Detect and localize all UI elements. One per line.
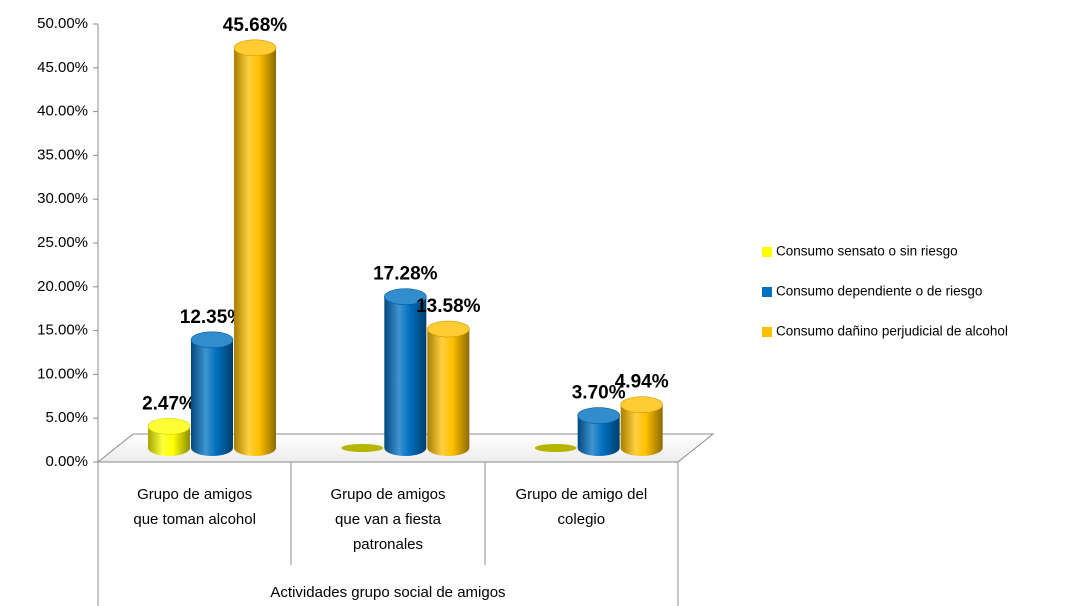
bar [427,321,470,456]
x-tick-label: patronales [353,536,423,553]
y-tick-label: 0.00% [45,453,88,470]
bar [534,444,577,452]
y-tick-label: 20.00% [37,278,88,295]
value-label: 17.28% [373,264,438,285]
bar-top [190,331,234,349]
x-tick-label: Grupo de amigo del [515,486,647,503]
bar-top [384,288,427,305]
value-label: 3.70% [572,383,626,404]
x-axis-label: Actividades grupo social de amigos [270,584,505,601]
x-tick-label: colegio [558,511,606,528]
legend-swatch [762,327,772,337]
value-label: 45.68% [223,15,288,36]
bar [384,288,427,456]
y-tick-label: 45.00% [37,59,88,76]
legend-swatch [762,287,772,297]
bar-top [620,396,663,414]
value-label: 12.35% [180,307,245,328]
y-tick-label: 10.00% [37,365,88,382]
bar [234,39,276,456]
legend-label: Consumo dependiente o de riesgo [776,284,982,299]
y-tick-label: 25.00% [37,234,88,251]
x-tick-label: que van a fiesta [335,511,442,528]
value-label: 2.47% [142,393,196,414]
y-tick-label: 35.00% [37,146,88,163]
bar-top [147,418,191,435]
bar-top [427,320,470,338]
y-tick-label: 30.00% [37,190,88,207]
value-label: 4.94% [615,372,669,393]
bar-top [233,39,277,57]
bar [191,331,233,456]
value-label: 13.58% [416,296,481,317]
bar-top [577,407,620,424]
x-tick-label: Grupo de amigos [330,486,445,503]
y-tick-label: 50.00% [37,15,88,32]
legend-label: Consumo sensato o sin riesgo [776,244,958,259]
x-tick-label: que toman alcohol [133,511,256,528]
y-tick-label: 15.00% [37,322,88,339]
legend-label: Consumo dañino perjudicial de alcohol [776,324,1008,339]
legend-swatch [762,247,772,257]
y-tick-label: 5.00% [45,409,88,426]
bar [341,444,384,452]
y-tick-label: 40.00% [37,103,88,120]
x-tick-label: Grupo de amigos [137,486,252,503]
